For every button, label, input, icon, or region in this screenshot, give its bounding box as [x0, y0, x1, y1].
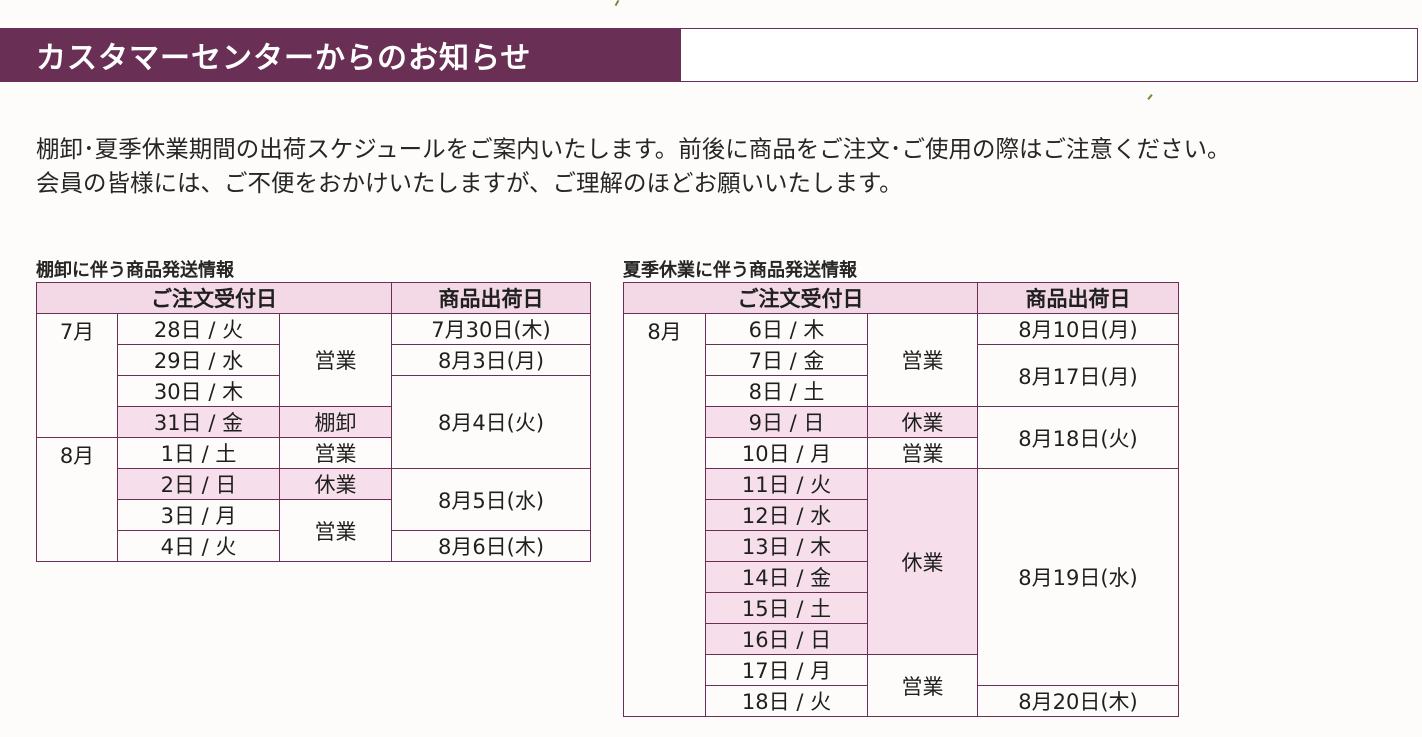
day-cell: 12日 / 水	[705, 499, 868, 531]
status-cell: 営業	[866, 437, 979, 469]
day-cell: 8日 / 土	[705, 375, 868, 407]
status-cell: 営業	[278, 499, 393, 562]
summer-table-title: 夏季休業に伴う商品発送情報	[623, 260, 857, 281]
day-cell: 2日 / 日	[117, 468, 280, 500]
month-cell: 7月	[36, 313, 118, 438]
table-header-row: ご注文受付日 商品出荷日	[35, 282, 592, 314]
ship-cell: 7月30日(木)	[391, 313, 592, 345]
ship-cell: 8月6日(木)	[391, 530, 592, 562]
ship-cell: 8月10日(月)	[977, 313, 1180, 345]
ship-cell: 8月4日(火)	[391, 375, 592, 469]
notice-header-bar: カスタマーセンターからのお知らせ	[0, 28, 680, 82]
day-cell: 18日 / 火	[705, 685, 868, 717]
intro-line-1: 棚卸･夏季休業期間の出荷スケジュールをご案内いたします。前後に商品をご注文･ご使…	[36, 135, 1231, 163]
table-row: 16日 / 日	[624, 623, 1179, 655]
ship-cell: 8月17日(月)	[977, 344, 1180, 407]
day-cell: 29日 / 水	[117, 344, 280, 376]
month-cell: 8月	[623, 313, 706, 717]
intro-line-2: 会員の皆様には、ご不便をおかけいたしますが、ご理解のほどお願いいたします。	[36, 169, 903, 197]
table-row: 8月 6日 / 木 営業 8月10日(月)	[623, 313, 1180, 717]
order-date-header: ご注文受付日	[35, 282, 393, 314]
day-cell: 3日 / 月	[117, 499, 280, 531]
ship-cell: 8月3日(月)	[391, 344, 592, 376]
table-row: 11日 / 火 休業 8月19日(水)	[624, 468, 1180, 686]
status-cell: 休業	[866, 468, 979, 655]
header-empty-box	[680, 28, 1418, 82]
table-row: 17日 / 月 営業	[624, 654, 1179, 717]
status-cell: 休業	[866, 406, 979, 438]
day-cell: 9日 / 日	[705, 406, 868, 438]
table-row: 2日 / 日 休業 8月5日(水)	[37, 468, 592, 531]
status-cell: 営業	[278, 313, 393, 407]
table-row: 9日 / 日 休業 8月18日(火)	[624, 406, 1180, 469]
ship-cell: 8月20日(木)	[977, 685, 1180, 717]
day-cell: 11日 / 火	[705, 468, 868, 500]
stocktaking-schedule-table: ご注文受付日 商品出荷日 7月 28日 / 火 営業 7月30日(木) 29日 …	[35, 282, 592, 562]
day-cell: 15日 / 土	[705, 592, 868, 624]
table-row: 18日 / 火 8月20日(木)	[624, 685, 1180, 717]
status-cell: 棚卸	[278, 406, 393, 438]
table-row: 14日 / 金	[624, 561, 1179, 593]
ship-date-header: 商品出荷日	[977, 282, 1180, 314]
status-cell: 休業	[278, 468, 393, 500]
day-cell: 4日 / 火	[117, 530, 280, 562]
ship-cell: 8月18日(火)	[977, 406, 1180, 469]
day-cell: 30日 / 木	[117, 375, 280, 407]
day-cell: 31日 / 金	[117, 406, 280, 438]
scan-speck	[614, 0, 620, 7]
table-row: 8日 / 土	[624, 375, 1179, 407]
day-cell: 7日 / 金	[705, 344, 868, 376]
ship-cell: 8月5日(水)	[391, 468, 592, 531]
day-cell: 17日 / 月	[705, 654, 868, 686]
table-row: 29日 / 水 8月3日(月)	[37, 344, 592, 376]
day-cell: 13日 / 木	[705, 530, 868, 562]
day-cell: 14日 / 金	[705, 561, 868, 593]
ship-cell: 8月19日(水)	[977, 468, 1180, 686]
table-row: 12日 / 水	[624, 499, 1179, 531]
table-row: 31日 / 金 棚卸	[37, 406, 591, 438]
page-title: カスタマーセンターからのお知らせ	[36, 41, 532, 76]
day-cell: 16日 / 日	[705, 623, 868, 655]
scan-speck	[1147, 94, 1153, 100]
table-row: 13日 / 木	[624, 530, 1179, 562]
month-cell: 8月	[36, 437, 118, 562]
ship-date-header: 商品出荷日	[391, 282, 592, 314]
status-cell: 営業	[866, 654, 979, 717]
table-header-row: ご注文受付日 商品出荷日	[622, 282, 1180, 314]
day-cell: 6日 / 木	[705, 313, 868, 345]
summer-schedule-table: ご注文受付日 商品出荷日 8月 6日 / 木 営業 8月10日(月) 7日 / …	[622, 282, 1180, 717]
day-cell: 10日 / 月	[705, 437, 868, 469]
status-cell: 営業	[866, 313, 979, 407]
day-cell: 28日 / 火	[117, 313, 280, 345]
order-date-header: ご注文受付日	[622, 282, 979, 314]
day-cell: 1日 / 土	[117, 437, 280, 469]
table-row: 15日 / 土	[624, 592, 1179, 624]
status-cell: 営業	[278, 437, 393, 469]
intro-text: 棚卸･夏季休業期間の出荷スケジュールをご案内いたします。前後に商品をご注文･ご使…	[36, 132, 1231, 200]
stocktaking-table-title: 棚卸に伴う商品発送情報	[36, 260, 234, 281]
table-row: 7月 28日 / 火 営業 7月30日(木)	[36, 313, 592, 438]
table-row: 3日 / 月 営業	[37, 499, 591, 562]
table-row: 4日 / 火 8月6日(木)	[37, 530, 592, 562]
